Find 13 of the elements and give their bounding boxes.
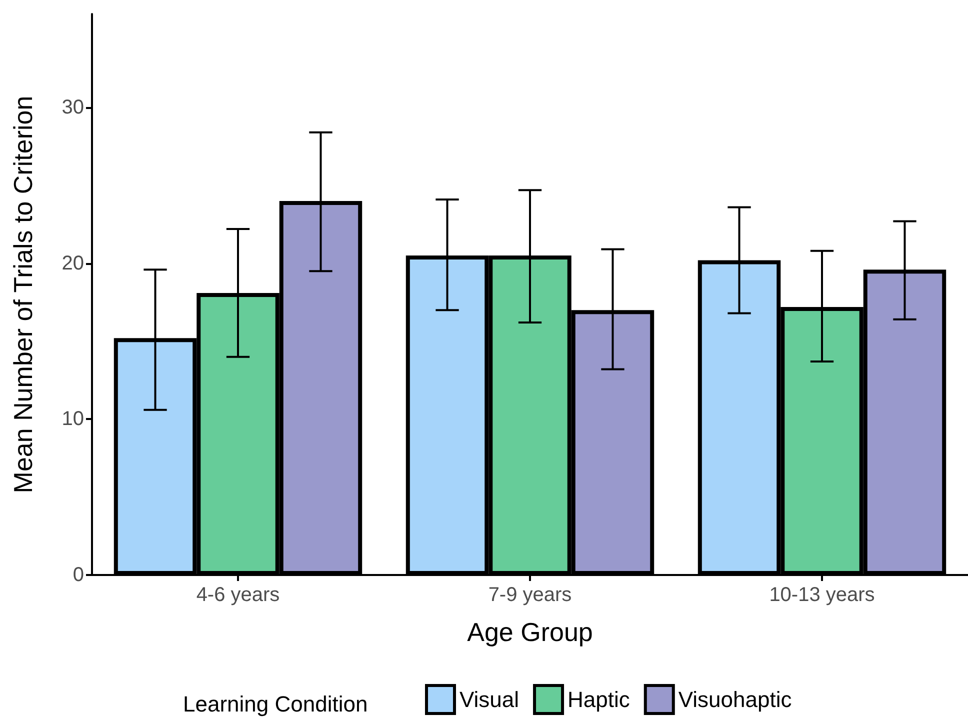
legend-label: Haptic [568,687,630,712]
y-axis-title: Mean Number of Trials to Criterion [8,96,38,494]
y-tick-label: 20 [62,252,84,274]
y-tick-label: 0 [72,564,84,586]
legend-title: Learning Condition [183,692,368,716]
x-tick-label: 10-13 years [769,584,875,606]
y-tick-label: 10 [62,408,84,430]
x-tick-label: 4-6 years [196,584,280,606]
x-tick-label: 7-9 years [488,584,572,606]
x-axis-title: Age Group [467,617,593,647]
y-tick-label: 30 [62,96,84,118]
legend-label: Visuohaptic [678,687,792,712]
legend-label: Visual [460,687,520,712]
